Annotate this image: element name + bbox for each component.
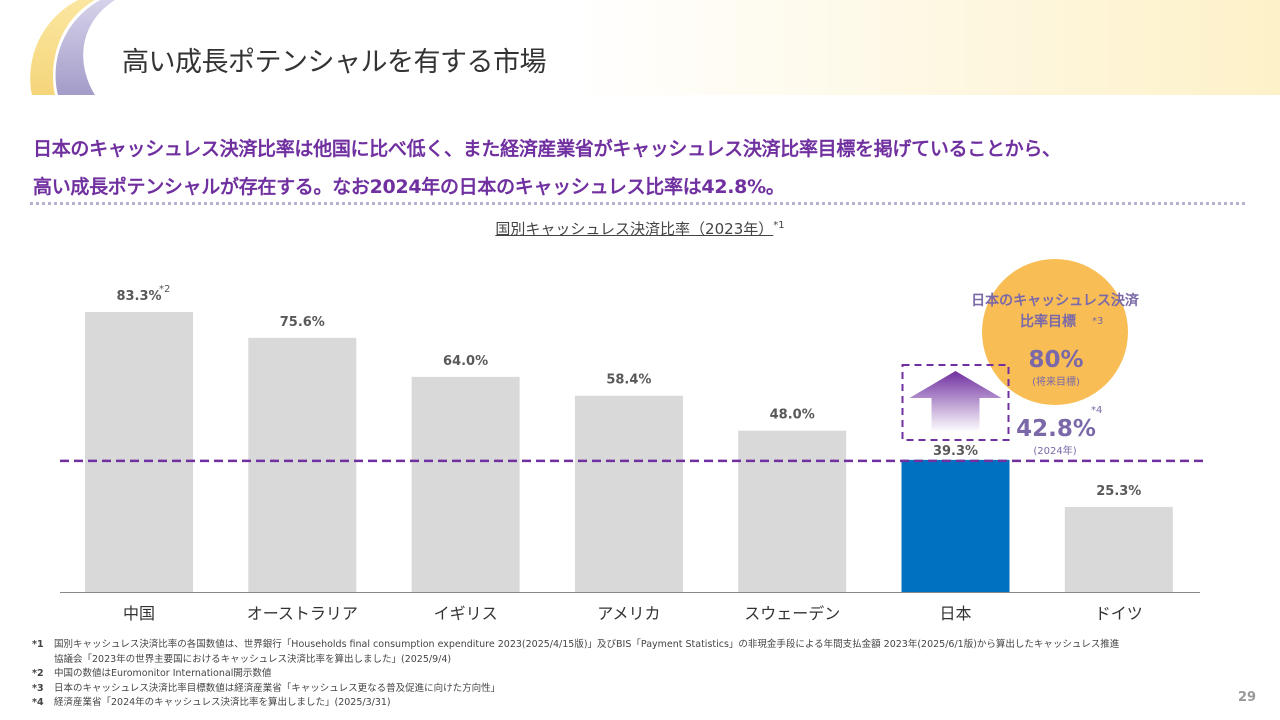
data-label: 75.6% — [280, 315, 325, 330]
bar-chart: 日本のキャッシュレス決済比率目標 *3 80% (将来目標) 42.8%*4 (2024年… — [60, 259, 1205, 623]
current-sub: (2024年) — [1033, 444, 1076, 457]
data-label: 25.3% — [1096, 484, 1141, 499]
category-label: ドイツ — [1095, 604, 1143, 623]
footnote: *4 経済産業省「2024年のキャッシュレス決済比率を算出しました」(2025/3… — [32, 696, 1119, 711]
footnote-continuation: 協議会「2023年の世界主要国におけるキャッシュレス決済比率を算出しました」(2… — [54, 653, 452, 665]
data-label-note: *2 — [159, 284, 170, 295]
target-note: *3 — [1092, 316, 1103, 327]
target-circle — [982, 259, 1128, 405]
category-label: アメリカ — [597, 604, 660, 623]
footnote-text: 日本のキャッシュレス決済比率目標数値は経済産業省「キャッシュレス更なる普及促進に… — [54, 682, 501, 694]
footnote-mark: *3 — [32, 682, 44, 694]
category-label: 中国 — [123, 604, 155, 623]
arrow-box — [901, 364, 1010, 441]
target-title-line-2: 比率目標 — [1020, 313, 1076, 330]
current-note: *4 — [1091, 405, 1102, 416]
data-label: 58.4% — [606, 373, 651, 388]
target-value: 80% — [1028, 347, 1083, 373]
headline-line-2: 高い成長ポテンシャルが存在する。なお2024年の日本のキャッシュレス比率は42.… — [33, 176, 785, 198]
footnote-text: 国別キャッシュレス決済比率の各国数値は、世界銀行「Households fina… — [54, 639, 1120, 650]
header-band — [0, 0, 1280, 95]
bar-5 — [901, 459, 1010, 592]
bar-4 — [738, 430, 847, 592]
bar-2 — [411, 376, 520, 592]
header-swoosh-decoration — [30, 0, 115, 95]
footnote-mark: *2 — [32, 668, 44, 679]
up-arrow-icon — [909, 371, 1002, 432]
footnote: *1 国別キャッシュレス決済比率の各国数値は、世界銀行「Households fi… — [32, 638, 1119, 653]
bar-3 — [574, 395, 683, 592]
footnote-text: 中国の数値はEuromonitor International開示数値 — [54, 668, 272, 679]
target-title-line-1: 日本のキャッシュレス決済 — [971, 292, 1140, 309]
category-label: 日本 — [939, 604, 971, 623]
bar-6 — [1064, 506, 1173, 592]
data-label: 48.0% — [770, 408, 815, 423]
bar-1 — [248, 337, 357, 592]
current-value: 42.8% — [1016, 416, 1096, 442]
dotted-divider — [30, 202, 1245, 205]
footnote: *2 中国の数値はEuromonitor International開示数値 — [32, 667, 1119, 682]
page-number: 29 — [1238, 690, 1257, 705]
category-label: スウェーデン — [744, 604, 840, 623]
footnotes: *1 国別キャッシュレス決済比率の各国数値は、世界銀行「Households fi… — [32, 638, 1119, 711]
footnote-mark: *1 — [32, 639, 44, 650]
footnote: *3 日本のキャッシュレス決済比率目標数値は経済産業省「キャッシュレス更なる普及促… — [32, 682, 1119, 697]
data-label: 83.3% — [116, 289, 161, 304]
bar-0 — [85, 312, 193, 592]
headline: 日本のキャッシュレス決済比率は他国に比べ低く、また経済産業省がキャッシュレス決済… — [33, 130, 1061, 206]
footnote-text: 経済産業省「2024年のキャッシュレス決済比率を算出しました」(2025/3/3… — [54, 697, 391, 708]
data-label: 64.0% — [443, 354, 488, 369]
category-label: イギリス — [434, 604, 498, 623]
category-label: オーストラリア — [247, 604, 358, 623]
data-label: 39.3% — [933, 444, 978, 459]
target-sub: (将来目標) — [1032, 375, 1080, 388]
chart-title: 国別キャッシュレス決済比率（2023年）*1 — [495, 220, 785, 238]
footnote-mark: *4 — [32, 697, 44, 708]
page-title: 高い成長ポテンシャルを有する市場 — [122, 47, 547, 78]
headline-line-1: 日本のキャッシュレス決済比率は他国に比べ低く、また経済産業省がキャッシュレス決済… — [33, 138, 1061, 160]
